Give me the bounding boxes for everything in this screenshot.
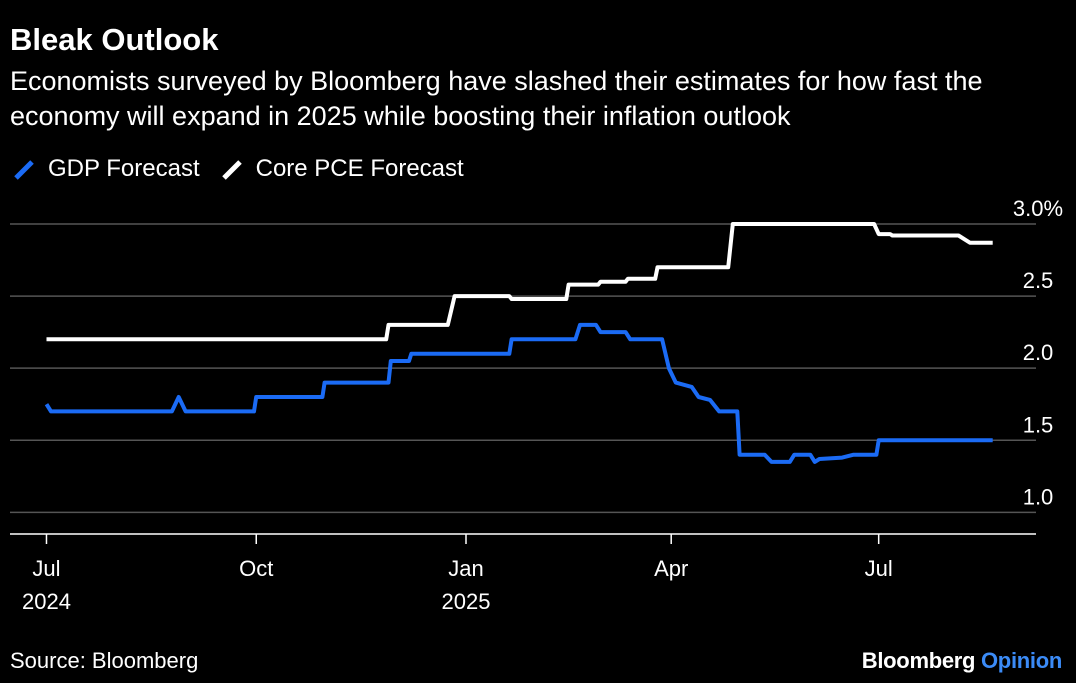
legend-swatch-pce-mark — [221, 160, 242, 180]
series-lines — [44, 222, 993, 464]
y-tick-label: 2.5 — [1023, 268, 1054, 293]
chart-title: Bleak Outlook — [10, 22, 219, 57]
y-tick-label: 1.0 — [1023, 484, 1054, 509]
source-note: Source: Bloomberg — [10, 648, 199, 673]
y-tick-label: 3.0% — [1013, 196, 1063, 221]
legend-label-gdp: GDP Forecast — [48, 155, 200, 182]
x-tick-year-label: 2025 — [442, 589, 491, 614]
series-line-gdp — [44, 322, 993, 464]
x-tick-year-label: 2024 — [22, 589, 71, 614]
y-tick-label: 1.5 — [1023, 412, 1054, 437]
x-tick-label: Jul — [865, 556, 893, 581]
legend-swatch-gdp-mark — [14, 160, 34, 180]
legend: GDP Forecast Core PCE Forecast — [10, 154, 482, 184]
chart-subtitle: Economists surveyed by Bloomberg have sl… — [10, 66, 983, 131]
legend-item-gdp: GDP Forecast — [10, 154, 200, 184]
x-axis: Jul 2024 Oct Jan 2025 Apr Jul — [10, 533, 1036, 614]
brand-name: Bloomberg — [861, 648, 976, 673]
legend-item-pce: Core PCE Forecast — [218, 154, 464, 184]
legend-label-pce: Core PCE Forecast — [255, 155, 464, 182]
y-axis-labels: 1.0 1.5 2.0 2.5 3.0% — [1013, 196, 1063, 509]
line-chart: Jul 2024 Oct Jan 2025 Apr Jul 1.0 1.5 2.0 2.5 3.0% — [10, 196, 1063, 614]
legend-swatch-pce-icon — [221, 160, 242, 180]
x-tick-label: Apr — [654, 556, 688, 581]
series-line-pce — [46, 222, 993, 342]
x-tick-label: Oct — [239, 556, 273, 581]
brand-logo: Bloomberg Opinion — [861, 648, 1063, 674]
brand-accent: Opinion — [981, 648, 1062, 673]
x-tick-label: Jul — [32, 556, 60, 581]
y-tick-label: 2.0 — [1023, 340, 1054, 365]
legend-swatch-gdp-icon — [14, 160, 34, 180]
x-tick-label: Jan — [448, 556, 483, 581]
grid-lines — [10, 223, 1036, 514]
